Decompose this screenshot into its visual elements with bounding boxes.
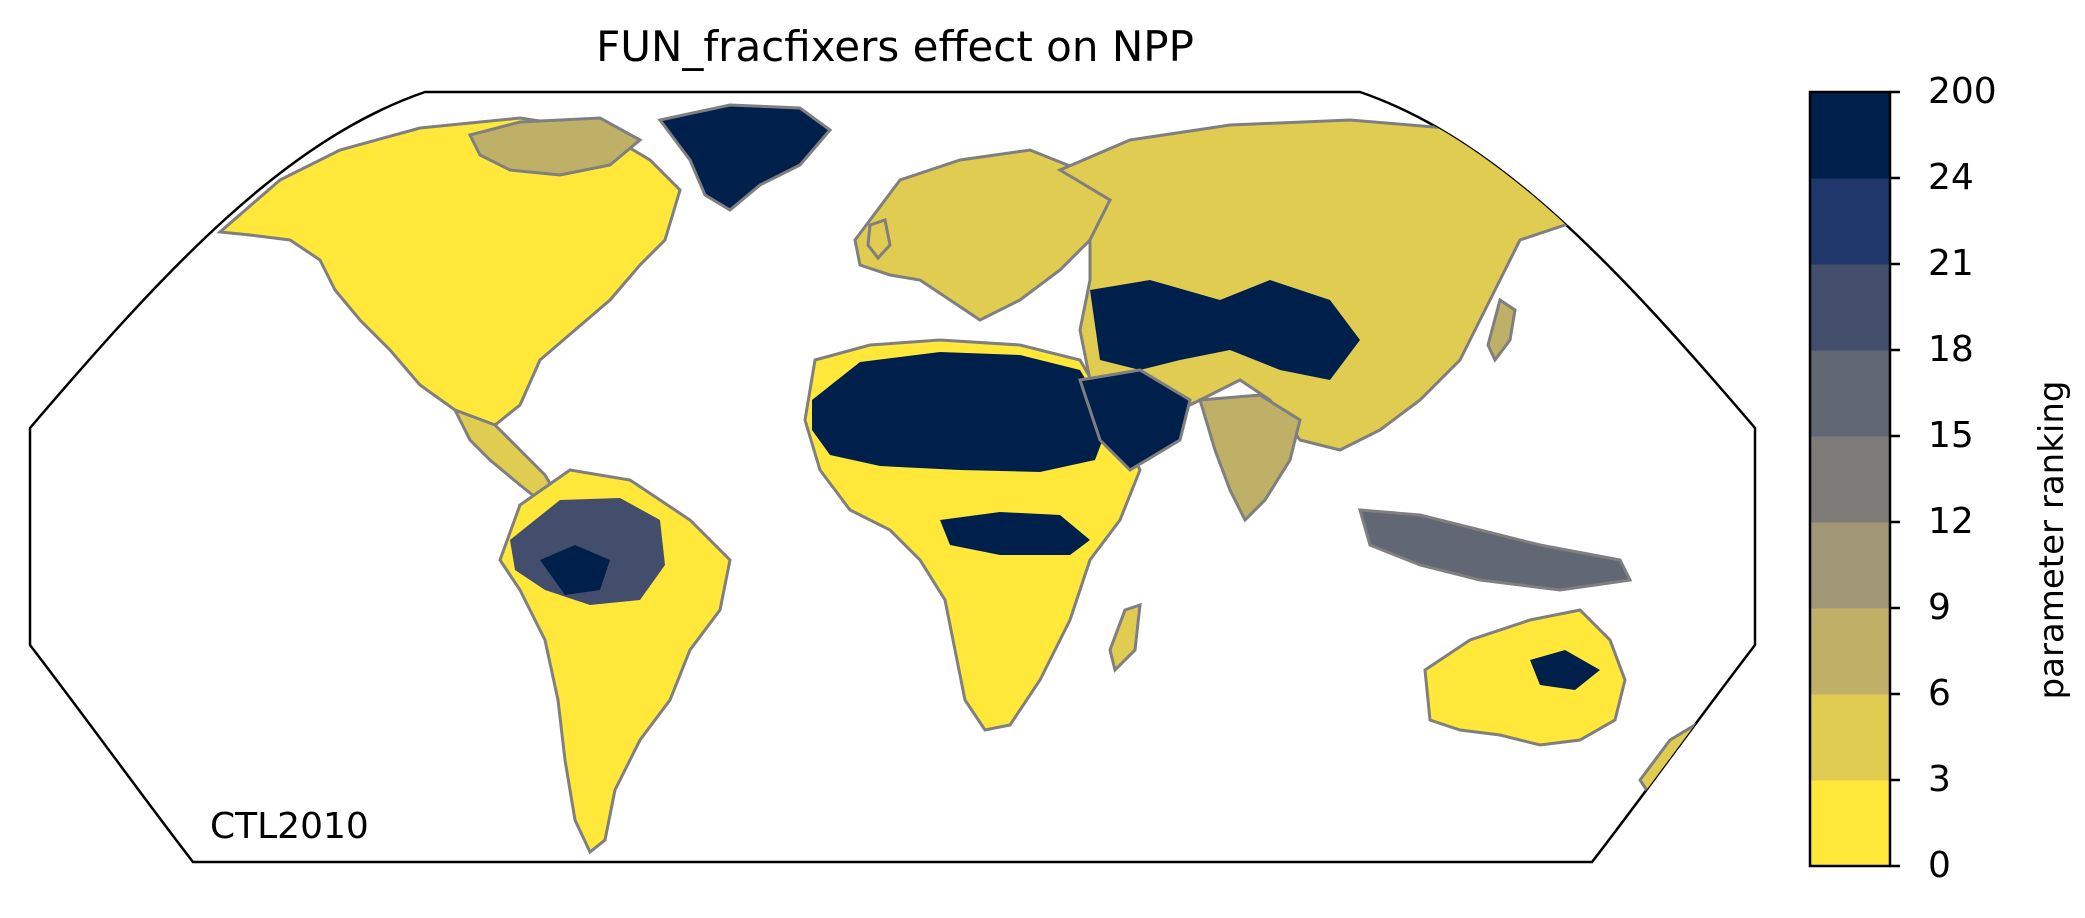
colorbar-bin: [1810, 522, 1890, 609]
uk: [866, 218, 892, 261]
amazon-core: [540, 545, 610, 595]
central-asia-region: [1090, 280, 1360, 380]
madagascar: [1108, 602, 1142, 673]
colorbar-tick-label: 3: [1928, 759, 1951, 800]
colorbar-tick-label: 0: [1928, 845, 1951, 886]
colorbar-label: parameter ranking: [2032, 380, 2072, 700]
colorbar-tick-label: 24: [1928, 157, 1974, 198]
colorbar-bin: [1810, 350, 1890, 437]
sahara-region: [812, 352, 1110, 472]
colorbar-bin: [1810, 694, 1890, 781]
colorbar-bin: [1810, 436, 1890, 523]
colorbar-bin: [1810, 92, 1890, 179]
greenland: [657, 103, 833, 212]
sahel-region: [940, 512, 1090, 555]
arctic-islands: [467, 116, 643, 177]
colorbar-tick-label: 200: [1928, 71, 1997, 112]
australia: [1423, 608, 1627, 747]
colorbar-tick-label: 21: [1928, 243, 1974, 284]
colorbar-tick-label: 9: [1928, 587, 1951, 628]
europe: [853, 148, 1112, 322]
land-layer: [216, 103, 1702, 855]
colorbar-tick-label: 15: [1928, 415, 1974, 456]
arabia-region: [1078, 368, 1192, 472]
colorbar-tick-label: 12: [1928, 501, 1974, 542]
colorbar-bin: [1810, 780, 1890, 867]
run-label: CTL2010: [210, 806, 369, 847]
map-title: FUN_fracfixers effect on NPP: [596, 22, 1194, 71]
maritime-asia: [1357, 508, 1633, 592]
colorbar-bin: [1810, 264, 1890, 351]
australia-interior: [1530, 650, 1600, 690]
india: [1198, 393, 1302, 523]
north-america: [216, 116, 682, 427]
colorbar-frame: [1808, 90, 1892, 868]
colorbar: [1808, 90, 1900, 868]
colorbar-tick-label: 18: [1928, 329, 1974, 370]
colorbar-bin: [1810, 608, 1890, 695]
japan: [1486, 297, 1517, 363]
colorbar-tick-label: 6: [1928, 673, 1951, 714]
colorbar-bin: [1810, 178, 1890, 265]
